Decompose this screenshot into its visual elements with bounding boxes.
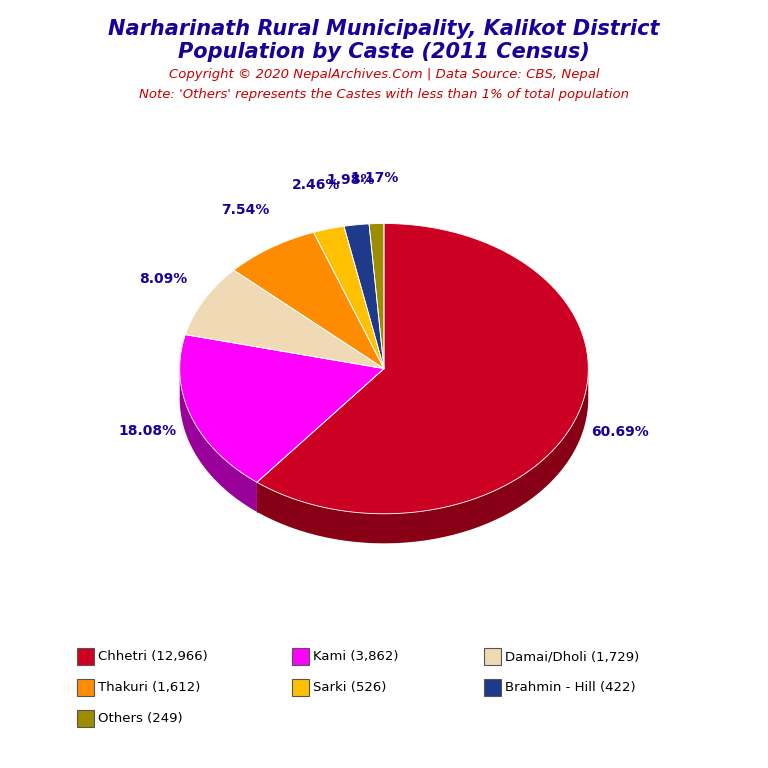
- Text: Brahmin - Hill (422): Brahmin - Hill (422): [505, 681, 636, 694]
- Text: Kami (3,862): Kami (3,862): [313, 650, 399, 663]
- Text: Sarki (526): Sarki (526): [313, 681, 387, 694]
- Text: Copyright © 2020 NepalArchives.Com | Data Source: CBS, Nepal: Copyright © 2020 NepalArchives.Com | Dat…: [169, 68, 599, 81]
- Polygon shape: [369, 223, 384, 369]
- Polygon shape: [233, 233, 384, 369]
- Polygon shape: [180, 335, 384, 482]
- Text: Chhetri (12,966): Chhetri (12,966): [98, 650, 208, 663]
- Polygon shape: [313, 227, 384, 369]
- Text: Thakuri (1,612): Thakuri (1,612): [98, 681, 200, 694]
- Text: Population by Caste (2011 Census): Population by Caste (2011 Census): [178, 42, 590, 62]
- Polygon shape: [257, 372, 588, 543]
- Text: Damai/Dholi (1,729): Damai/Dholi (1,729): [505, 650, 640, 663]
- Polygon shape: [344, 224, 384, 369]
- Polygon shape: [185, 270, 384, 369]
- Text: 18.08%: 18.08%: [118, 424, 177, 438]
- Text: 2.46%: 2.46%: [292, 178, 340, 192]
- Text: 1.98%: 1.98%: [326, 173, 375, 187]
- Polygon shape: [180, 370, 257, 511]
- Text: Others (249): Others (249): [98, 712, 183, 724]
- Text: 60.69%: 60.69%: [591, 425, 649, 439]
- Text: Note: 'Others' represents the Castes with less than 1% of total population: Note: 'Others' represents the Castes wit…: [139, 88, 629, 101]
- Text: 1.17%: 1.17%: [351, 171, 399, 185]
- Text: 7.54%: 7.54%: [221, 203, 270, 217]
- Text: Narharinath Rural Municipality, Kalikot District: Narharinath Rural Municipality, Kalikot …: [108, 19, 660, 39]
- Polygon shape: [257, 223, 588, 514]
- Text: 8.09%: 8.09%: [139, 272, 187, 286]
